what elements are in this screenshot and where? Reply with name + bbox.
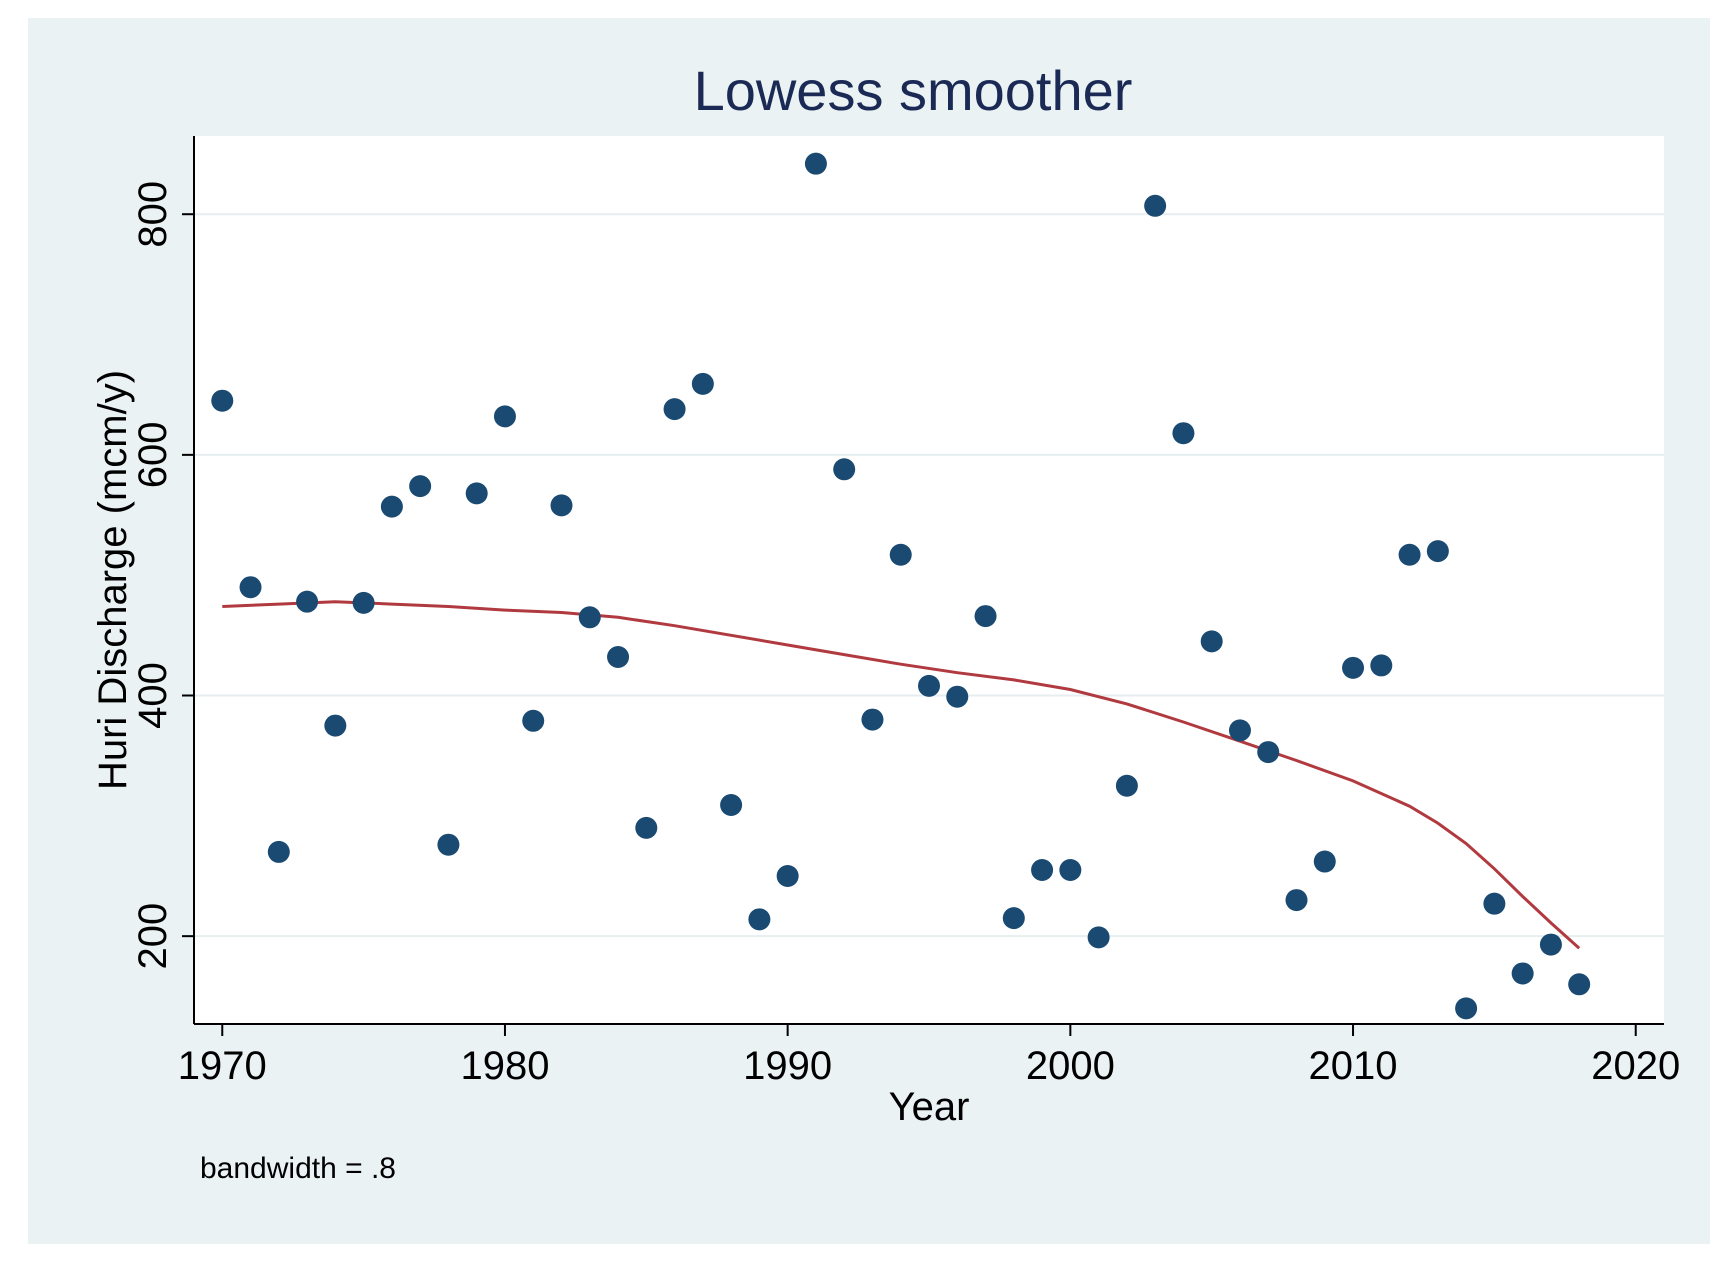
plot-area	[194, 136, 1664, 1024]
data-point-1995	[918, 674, 940, 697]
x-tick-label-2010: 2010	[1309, 1044, 1398, 1088]
data-point-2006	[1228, 719, 1251, 742]
data-point-2008	[1285, 889, 1308, 912]
scatter-points	[211, 152, 1591, 1020]
data-point-1983	[578, 606, 601, 629]
data-point-1984	[607, 646, 630, 669]
x-tick-label-1990: 1990	[743, 1044, 832, 1088]
data-point-1974	[324, 714, 347, 737]
data-point-1988	[720, 794, 743, 817]
data-point-1991	[804, 152, 827, 175]
x-tick-label-2020: 2020	[1591, 1044, 1680, 1088]
data-point-2000	[1059, 858, 1082, 881]
data-point-1982	[550, 494, 573, 517]
data-point-2011	[1370, 654, 1393, 677]
data-point-1980	[493, 405, 516, 428]
grid-lines	[194, 213, 1664, 938]
x-axis-ticks: 1970 1980 1990 2000 2010 2020	[178, 1024, 1680, 1088]
data-point-1986	[663, 398, 686, 421]
data-point-1985	[635, 816, 658, 839]
lowess-smoother-line	[222, 600, 1581, 950]
data-point-2010	[1342, 656, 1365, 679]
x-tick-label-2000: 2000	[1026, 1044, 1115, 1088]
chart-svg: Lowess smoother 1970 1980 1990 2000 2010 2020…	[91, 59, 1680, 1185]
data-point-2014	[1455, 997, 1478, 1020]
data-point-2001	[1087, 926, 1110, 949]
x-tick-label-1970: 1970	[178, 1044, 267, 1088]
data-point-2017	[1539, 933, 1562, 956]
data-point-2007	[1257, 741, 1280, 764]
chart-title: Lowess smoother	[694, 59, 1133, 122]
data-point-1999	[1031, 858, 1054, 881]
data-point-1973	[296, 590, 319, 613]
data-point-1996	[946, 685, 969, 708]
data-point-1979	[465, 482, 488, 505]
data-point-2004	[1172, 422, 1195, 445]
data-point-1977	[409, 475, 432, 498]
x-axis-title: Year	[889, 1085, 970, 1129]
data-point-1997	[974, 605, 997, 628]
data-point-1990	[776, 865, 799, 887]
bandwidth-note: bandwidth = .8	[200, 1152, 396, 1185]
data-point-2015	[1483, 892, 1506, 915]
data-point-2005	[1200, 630, 1223, 653]
data-point-2009	[1313, 850, 1336, 873]
data-point-1972	[267, 840, 290, 863]
data-point-2016	[1511, 962, 1534, 985]
data-point-1970	[211, 389, 234, 412]
data-point-1981	[522, 709, 545, 732]
data-point-1998	[1002, 907, 1025, 930]
data-point-1987	[691, 372, 714, 395]
data-point-1994	[889, 543, 912, 566]
y-tick-label-400: 400	[131, 662, 175, 729]
data-point-1971	[239, 576, 262, 599]
data-point-1976	[380, 495, 403, 518]
data-point-1989	[748, 908, 771, 931]
y-tick-label-800: 800	[131, 181, 175, 248]
data-point-2018	[1568, 973, 1591, 996]
data-point-1975	[352, 591, 375, 614]
y-axis-title: Huri Discharge (mcm/y)	[91, 370, 135, 790]
data-point-2002	[1115, 774, 1138, 797]
x-tick-label-1980: 1980	[460, 1044, 549, 1088]
data-point-1993	[861, 708, 884, 731]
data-point-1992	[833, 458, 856, 481]
chart-frame: Lowess smoother 1970 1980 1990 2000 2010 2020…	[28, 18, 1710, 1244]
data-point-2012	[1398, 543, 1421, 566]
y-tick-label-200: 200	[131, 903, 175, 970]
y-tick-label-600: 600	[131, 421, 175, 488]
y-axis-ticks: 200 400 600 800	[131, 181, 194, 970]
data-point-1978	[437, 833, 460, 856]
data-point-2003	[1144, 194, 1167, 217]
data-point-2013	[1426, 540, 1449, 563]
